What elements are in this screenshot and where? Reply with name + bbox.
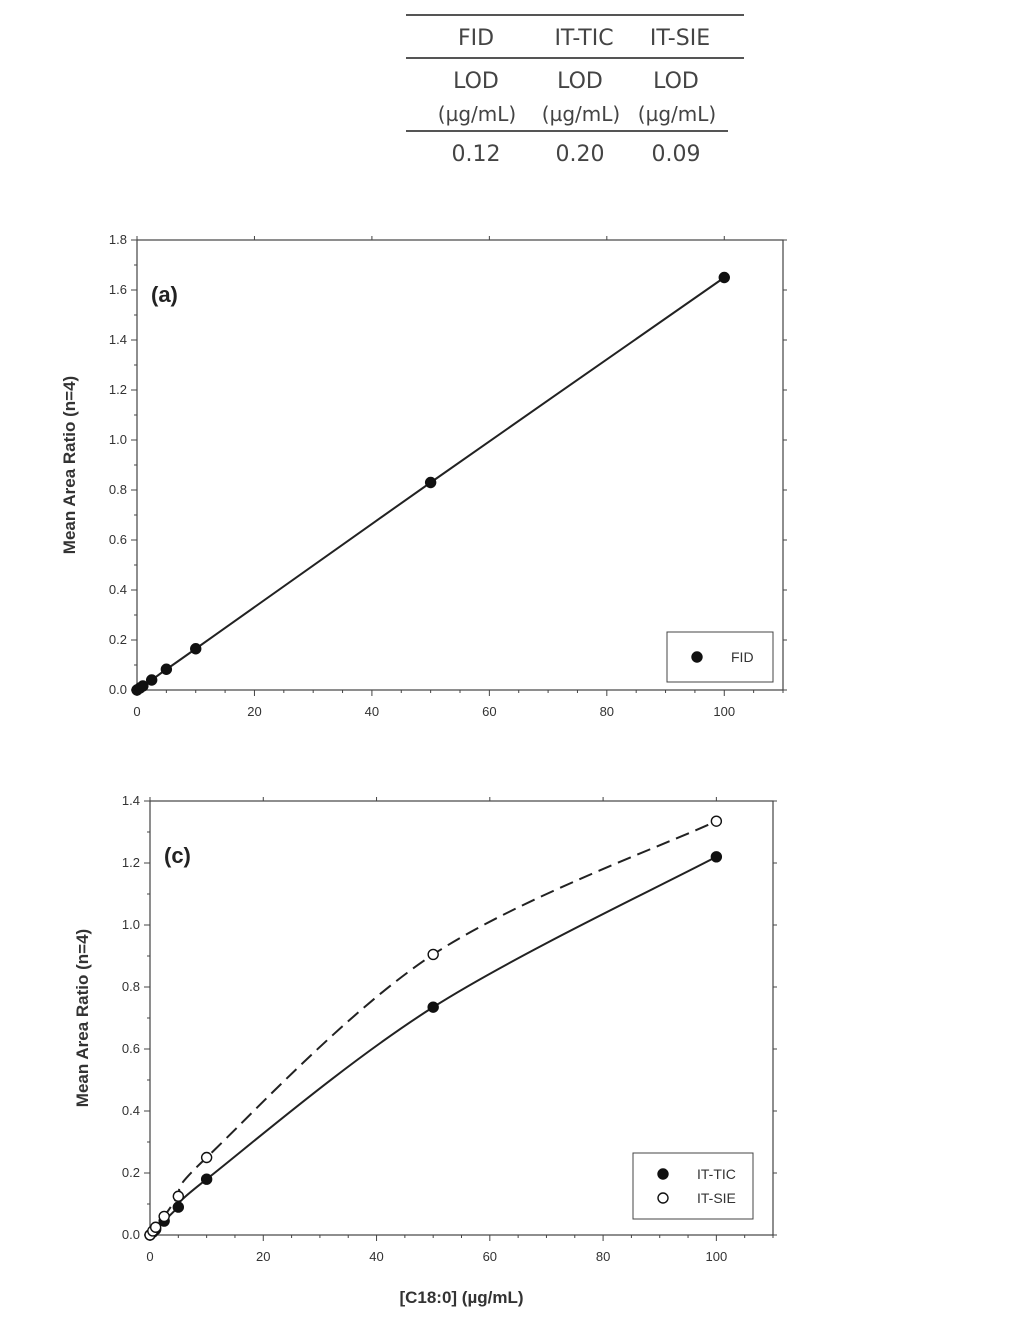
y-axis-title: Mean Area Ratio (n=4) xyxy=(73,929,92,1107)
unit-it-sie: (µg/mL) xyxy=(637,102,717,126)
data-point-it-tic xyxy=(200,1173,213,1185)
y-tick-label: 1.0 xyxy=(109,432,127,447)
x-tick-label: 40 xyxy=(365,704,379,719)
table-unit-rule xyxy=(406,130,728,132)
legend-label-it-tic: IT-TIC xyxy=(697,1166,736,1182)
y-tick-label: 0.0 xyxy=(122,1227,140,1242)
lod-value-fid: 0.12 xyxy=(451,142,501,167)
data-point-fid xyxy=(145,674,158,686)
unit-fid: (µg/mL) xyxy=(437,102,517,126)
y-tick-label: 0.2 xyxy=(109,632,127,647)
x-tick-label: 60 xyxy=(483,1249,497,1264)
y-tick-label: 0.2 xyxy=(122,1165,140,1180)
header-fid: FID xyxy=(457,26,495,51)
data-point-fid xyxy=(190,643,202,655)
header-it-sie: IT-SIE xyxy=(649,26,711,51)
y-tick-label: 1.8 xyxy=(109,232,127,247)
legend-marker-fid xyxy=(691,651,703,663)
y-tick-label: 1.2 xyxy=(109,382,127,397)
y-tick-label: 1.2 xyxy=(122,855,140,870)
y-tick-label: 1.4 xyxy=(122,793,140,808)
legend-marker-it-tic xyxy=(657,1168,669,1180)
data-point-it-tic xyxy=(427,1001,439,1013)
data-point-fid xyxy=(718,271,730,284)
y-tick-label: 0.4 xyxy=(109,582,127,597)
y-tick-label: 1.4 xyxy=(109,332,127,347)
y-tick-label: 0.4 xyxy=(122,1103,140,1118)
legend-box xyxy=(666,631,774,683)
x-tick-label: 80 xyxy=(600,704,614,719)
x-tick-label: 0 xyxy=(146,1249,153,1264)
lod-value-it-sie: 0.09 xyxy=(651,142,701,167)
y-tick-label: 0.0 xyxy=(109,682,127,697)
x-tick-label: 0 xyxy=(133,704,140,719)
y-tick-label: 1.6 xyxy=(109,282,127,297)
data-point-fid xyxy=(424,476,437,489)
x-tick-label: 40 xyxy=(369,1249,383,1264)
series-line-it-tic xyxy=(149,855,717,1236)
header-it-tic: IT-TIC xyxy=(554,26,614,51)
x-axis-title: [C18:0] (µg/mL) xyxy=(399,1288,523,1307)
chart-a: 0.0 0.2 0.4 0.6 0.8 1.0 1.2 1.4 1.6 1.8 0 20 40 60 80 1… xyxy=(60,232,787,719)
panel-label: (c) xyxy=(164,843,191,868)
data-point-fid xyxy=(137,680,149,692)
legend-label-fid: FID xyxy=(731,649,754,665)
y-tick-label: 0.6 xyxy=(122,1041,140,1056)
lod-value-it-tic: 0.20 xyxy=(555,142,605,167)
chart-c: 0.0 0.2 0.4 0.6 0.8 1.0 1.2 1.4 0 20 40 60 80 100 Mean… xyxy=(73,793,777,1307)
y-axis-title: Mean Area Ratio (n=4) xyxy=(60,376,79,554)
x-tick-label: 100 xyxy=(706,1249,728,1264)
y-tick-label: 0.8 xyxy=(109,482,127,497)
panel-label: (a) xyxy=(151,282,178,307)
x-tick-label: 100 xyxy=(713,704,735,719)
table-header-rule xyxy=(406,57,744,59)
table-top-rule xyxy=(406,14,744,16)
data-point-it-sie xyxy=(200,1151,213,1164)
data-point-fid xyxy=(160,663,173,675)
legend-label-it-sie: IT-SIE xyxy=(697,1190,736,1206)
data-point-it-tic xyxy=(710,851,723,863)
data-point-it-sie xyxy=(427,948,439,961)
lod-label-it-sie: LOD xyxy=(653,69,699,94)
series-line-it-sie xyxy=(149,820,717,1236)
data-point-it-sie xyxy=(149,1221,162,1233)
data-point-it-sie xyxy=(172,1190,185,1202)
x-tick-label: 20 xyxy=(256,1249,270,1264)
x-tick-label: 60 xyxy=(482,704,496,719)
y-tick-label: 1.0 xyxy=(122,917,140,932)
x-tick-label: 80 xyxy=(596,1249,610,1264)
y-tick-label: 0.8 xyxy=(122,979,140,994)
unit-it-tic: (µg/mL) xyxy=(541,102,621,126)
data-point-it-sie xyxy=(158,1210,170,1223)
legend-box xyxy=(632,1152,754,1220)
y-tick-label: 0.6 xyxy=(109,532,127,547)
lod-label-fid: LOD xyxy=(453,69,499,94)
data-point-it-sie xyxy=(710,815,723,827)
data-point-it-tic xyxy=(172,1201,185,1213)
legend-marker-it-sie xyxy=(657,1192,669,1204)
lod-label-it-tic: LOD xyxy=(557,69,603,94)
x-tick-label: 20 xyxy=(247,704,261,719)
